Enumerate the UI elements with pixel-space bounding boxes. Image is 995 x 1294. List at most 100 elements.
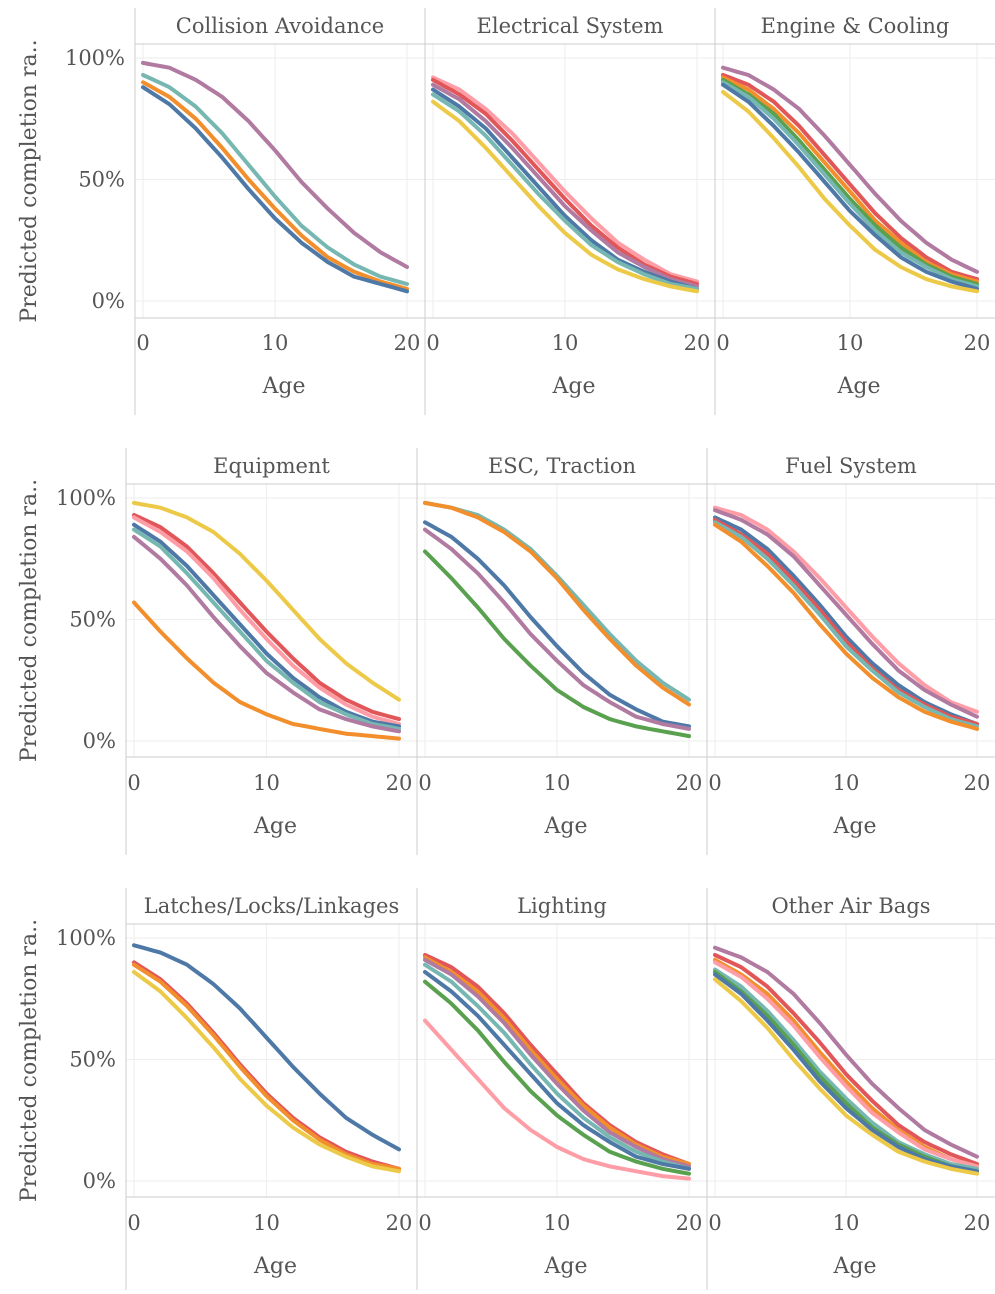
series-line-pink: [423, 1018, 691, 1181]
y-tick-label: 100%: [56, 926, 116, 950]
x-tick-label: 10: [833, 771, 860, 795]
series-line-yellow: [721, 90, 979, 294]
x-tick-label: 0: [426, 331, 439, 355]
x-tick-label: 0: [418, 1211, 431, 1235]
facet-title: Lighting: [517, 894, 607, 918]
x-tick-label: 10: [253, 1211, 280, 1235]
x-tick-label: 20: [386, 1211, 413, 1235]
y-tick-label: 0%: [83, 1169, 116, 1193]
series-line-blue: [431, 87, 699, 291]
series-line-teal: [141, 73, 409, 286]
y-axis-title: Predicted completion ra..: [17, 479, 42, 762]
series-line-blue: [713, 515, 979, 726]
series-line-orange: [132, 962, 401, 1171]
x-tick-label: 0: [418, 771, 431, 795]
x-axis-title: Age: [253, 814, 297, 839]
series-line-blue: [141, 85, 409, 294]
x-tick-label: 0: [708, 1211, 721, 1235]
series-line-yellow: [132, 970, 401, 1174]
series-line-red: [132, 513, 401, 722]
series-line-orange: [423, 955, 691, 1166]
series-line-teal: [721, 80, 979, 289]
x-axis-title: Age: [262, 374, 306, 399]
y-tick-label: 100%: [65, 46, 125, 70]
facet-title: Collision Avoidance: [176, 14, 384, 38]
series-line-pink: [431, 75, 699, 284]
facet-title: Fuel System: [785, 454, 917, 478]
series-line-purple: [132, 534, 401, 734]
series-line-teal: [713, 967, 979, 1171]
series-line-blue: [423, 520, 691, 729]
x-axis-title: Age: [837, 374, 881, 399]
x-tick-label: 10: [837, 331, 864, 355]
series-line-red: [721, 73, 979, 282]
series-line-blue: [713, 972, 979, 1174]
series-line-blue: [721, 82, 979, 291]
series-line-teal: [713, 520, 979, 729]
series-line-pink: [713, 505, 979, 714]
x-axis-title: Age: [544, 814, 588, 839]
facet-5: ESC, Traction 0 10 20 Age: [416, 448, 707, 855]
facet-title: Engine & Cooling: [761, 14, 950, 38]
facet-title: Latches/Locks/Linkages: [144, 894, 399, 918]
x-tick-label: 0: [716, 331, 729, 355]
series-line-orange: [713, 522, 979, 731]
series-line-purple: [431, 82, 699, 289]
series-line-purple: [721, 65, 979, 274]
facet-9: Other Air Bags 0 10 20 Age: [706, 888, 995, 1290]
series-line-yellow: [132, 500, 401, 702]
y-tick-label: 50%: [78, 168, 125, 192]
series-line-green: [423, 549, 691, 739]
x-tick-label: 20: [386, 771, 413, 795]
x-tick-label: 20: [676, 1211, 703, 1235]
y-tick-label: 50%: [69, 1048, 116, 1072]
series-line-orange: [423, 500, 691, 707]
series-line-purple: [713, 945, 979, 1159]
x-tick-label: 10: [544, 1211, 571, 1235]
facet-title: ESC, Traction: [488, 454, 636, 478]
x-axis-title: Age: [253, 1254, 297, 1279]
series-line-blue: [132, 522, 401, 729]
y-tick-label: 100%: [56, 486, 116, 510]
series-line-orange: [141, 80, 409, 291]
series-line-purple: [423, 527, 691, 731]
y-tick-label: 50%: [69, 608, 116, 632]
series-line-orange: [721, 75, 979, 284]
x-tick-label: 0: [136, 331, 149, 355]
facet-4: Equipment 0 10 20 Age 0% 50% 100% Predicted comp…: [17, 448, 417, 855]
x-axis-title: Age: [833, 1254, 877, 1279]
series-line-red: [423, 953, 691, 1166]
x-axis-title: Age: [544, 1254, 588, 1279]
y-axis-title: Predicted completion ra..: [17, 39, 42, 322]
x-tick-label: 20: [684, 331, 711, 355]
series-line-purple: [423, 957, 691, 1169]
y-tick-label: 0%: [92, 289, 125, 313]
facet-3: Engine & Cooling 0 10 20 Age: [714, 8, 995, 415]
y-axis-title: Predicted completion ra..: [17, 919, 42, 1202]
x-tick-label: 10: [253, 771, 280, 795]
x-tick-label: 10: [833, 1211, 860, 1235]
series-line-blue: [423, 970, 691, 1171]
series-line-blue: [132, 943, 401, 1152]
series-line-yellow: [713, 977, 979, 1176]
x-tick-label: 20: [964, 331, 991, 355]
series-line-red: [713, 953, 979, 1166]
x-tick-label: 0: [708, 771, 721, 795]
x-axis-title: Age: [552, 374, 596, 399]
x-tick-label: 20: [964, 771, 991, 795]
series-line-pink: [132, 515, 401, 726]
series-line-teal: [132, 527, 401, 731]
facet-2: Electrical System 0 10 20 Age: [424, 8, 715, 415]
series-line-teal: [431, 92, 699, 291]
series-line-teal: [423, 962, 691, 1171]
series-line-red: [431, 77, 699, 286]
facet-8: Lighting 0 10 20 Age: [416, 888, 707, 1290]
x-tick-label: 20: [676, 771, 703, 795]
x-tick-label: 20: [394, 331, 421, 355]
x-axis-title: Age: [833, 814, 877, 839]
facet-title: Equipment: [213, 454, 330, 478]
x-tick-label: 10: [544, 771, 571, 795]
facet-title: Other Air Bags: [771, 894, 930, 918]
